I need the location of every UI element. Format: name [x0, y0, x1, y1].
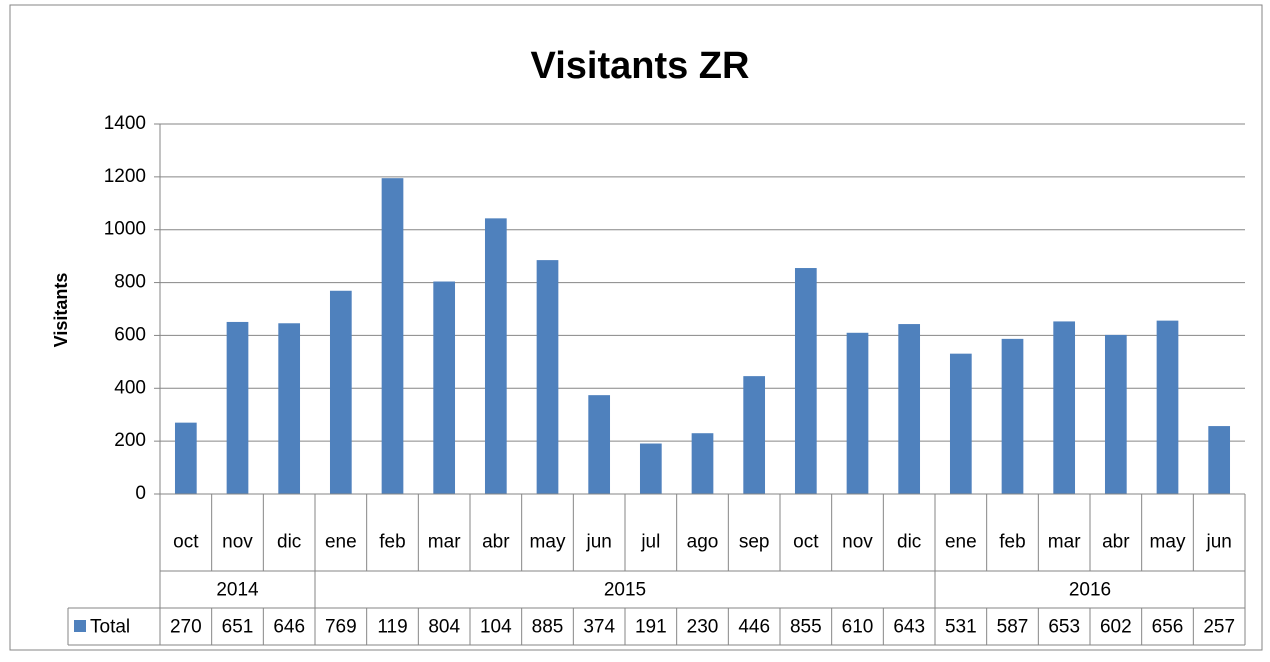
bar — [536, 260, 559, 494]
x-tick-label: dic — [897, 532, 921, 553]
x-tick-label: abr — [1102, 532, 1130, 553]
bar — [226, 321, 249, 494]
x-tick-label: ene — [945, 532, 977, 553]
y-tick-label: 800 — [114, 272, 146, 293]
bar — [794, 268, 817, 494]
bar — [1104, 334, 1127, 494]
y-tick-label: 1200 — [104, 166, 146, 187]
data-table-value: 651 — [222, 617, 254, 638]
y-tick-label: 400 — [114, 377, 146, 398]
x-tick-label: jun — [585, 532, 611, 553]
x-tick-label: abr — [482, 532, 510, 553]
bar — [639, 443, 662, 494]
group-label: 2015 — [604, 580, 646, 601]
bar — [691, 433, 714, 494]
bar — [743, 376, 766, 494]
data-table-value: 602 — [1100, 617, 1132, 638]
data-table-value: 446 — [738, 617, 770, 638]
data-table-value: 119 — [377, 617, 407, 638]
legend-label: Total — [90, 617, 130, 638]
data-table-value: 855 — [790, 617, 822, 638]
bar — [381, 178, 404, 494]
y-tick-label: 200 — [114, 430, 146, 451]
x-tick-label: jun — [1205, 532, 1231, 553]
x-tick-label: mar — [1048, 532, 1081, 553]
data-table-value: 653 — [1048, 617, 1080, 638]
y-tick-label: 0 — [135, 483, 146, 504]
x-tick-label: may — [1150, 532, 1186, 553]
x-tick-label: nov — [842, 532, 873, 553]
data-table-value: 191 — [635, 617, 667, 638]
y-tick-label: 600 — [114, 324, 146, 345]
data-table-value: 230 — [687, 617, 719, 638]
data-table-value: 656 — [1152, 617, 1184, 638]
x-tick-label: ene — [325, 532, 357, 553]
bar — [278, 323, 301, 494]
x-tick-label: jul — [640, 532, 660, 553]
x-tick-label: feb — [379, 532, 405, 553]
bar — [949, 353, 972, 494]
y-axis-label: Visitants — [51, 273, 71, 348]
data-table-value: 610 — [842, 617, 874, 638]
data-table-value: 374 — [583, 617, 615, 638]
bar — [1053, 321, 1076, 494]
legend-swatch — [74, 620, 86, 632]
x-tick-label: dic — [277, 532, 301, 553]
bar — [484, 218, 507, 494]
bar — [588, 395, 611, 494]
chart-title: Visitants ZR — [531, 45, 750, 87]
bar — [1001, 338, 1024, 494]
data-table-value: 643 — [893, 617, 925, 638]
group-label: 2016 — [1069, 580, 1111, 601]
x-tick-label: oct — [173, 532, 199, 553]
bar — [898, 324, 921, 494]
bar — [1208, 426, 1231, 494]
bar — [433, 281, 456, 494]
y-tick-label: 1400 — [104, 113, 146, 134]
x-tick-label: ago — [687, 532, 719, 553]
y-tick-label: 1000 — [104, 219, 146, 240]
data-table-value: 587 — [997, 617, 1029, 638]
x-tick-label: nov — [222, 532, 253, 553]
x-tick-label: oct — [793, 532, 819, 553]
data-table-value: 885 — [532, 617, 564, 638]
bar — [174, 422, 197, 494]
x-tick-label: sep — [739, 532, 770, 553]
bar — [846, 332, 869, 494]
data-table-value: 646 — [273, 617, 305, 638]
x-tick-label: mar — [428, 532, 461, 553]
data-table-value: 531 — [945, 617, 977, 638]
x-tick-label: feb — [999, 532, 1025, 553]
data-table-value: 257 — [1203, 617, 1235, 638]
data-table-value: 104 — [480, 617, 512, 638]
data-table-value: 270 — [170, 617, 202, 638]
x-tick-label: may — [530, 532, 566, 553]
data-table-value: 804 — [428, 617, 460, 638]
bar — [1156, 320, 1179, 494]
group-label: 2014 — [216, 580, 259, 601]
bar — [329, 290, 352, 494]
data-table-value: 769 — [325, 617, 357, 638]
